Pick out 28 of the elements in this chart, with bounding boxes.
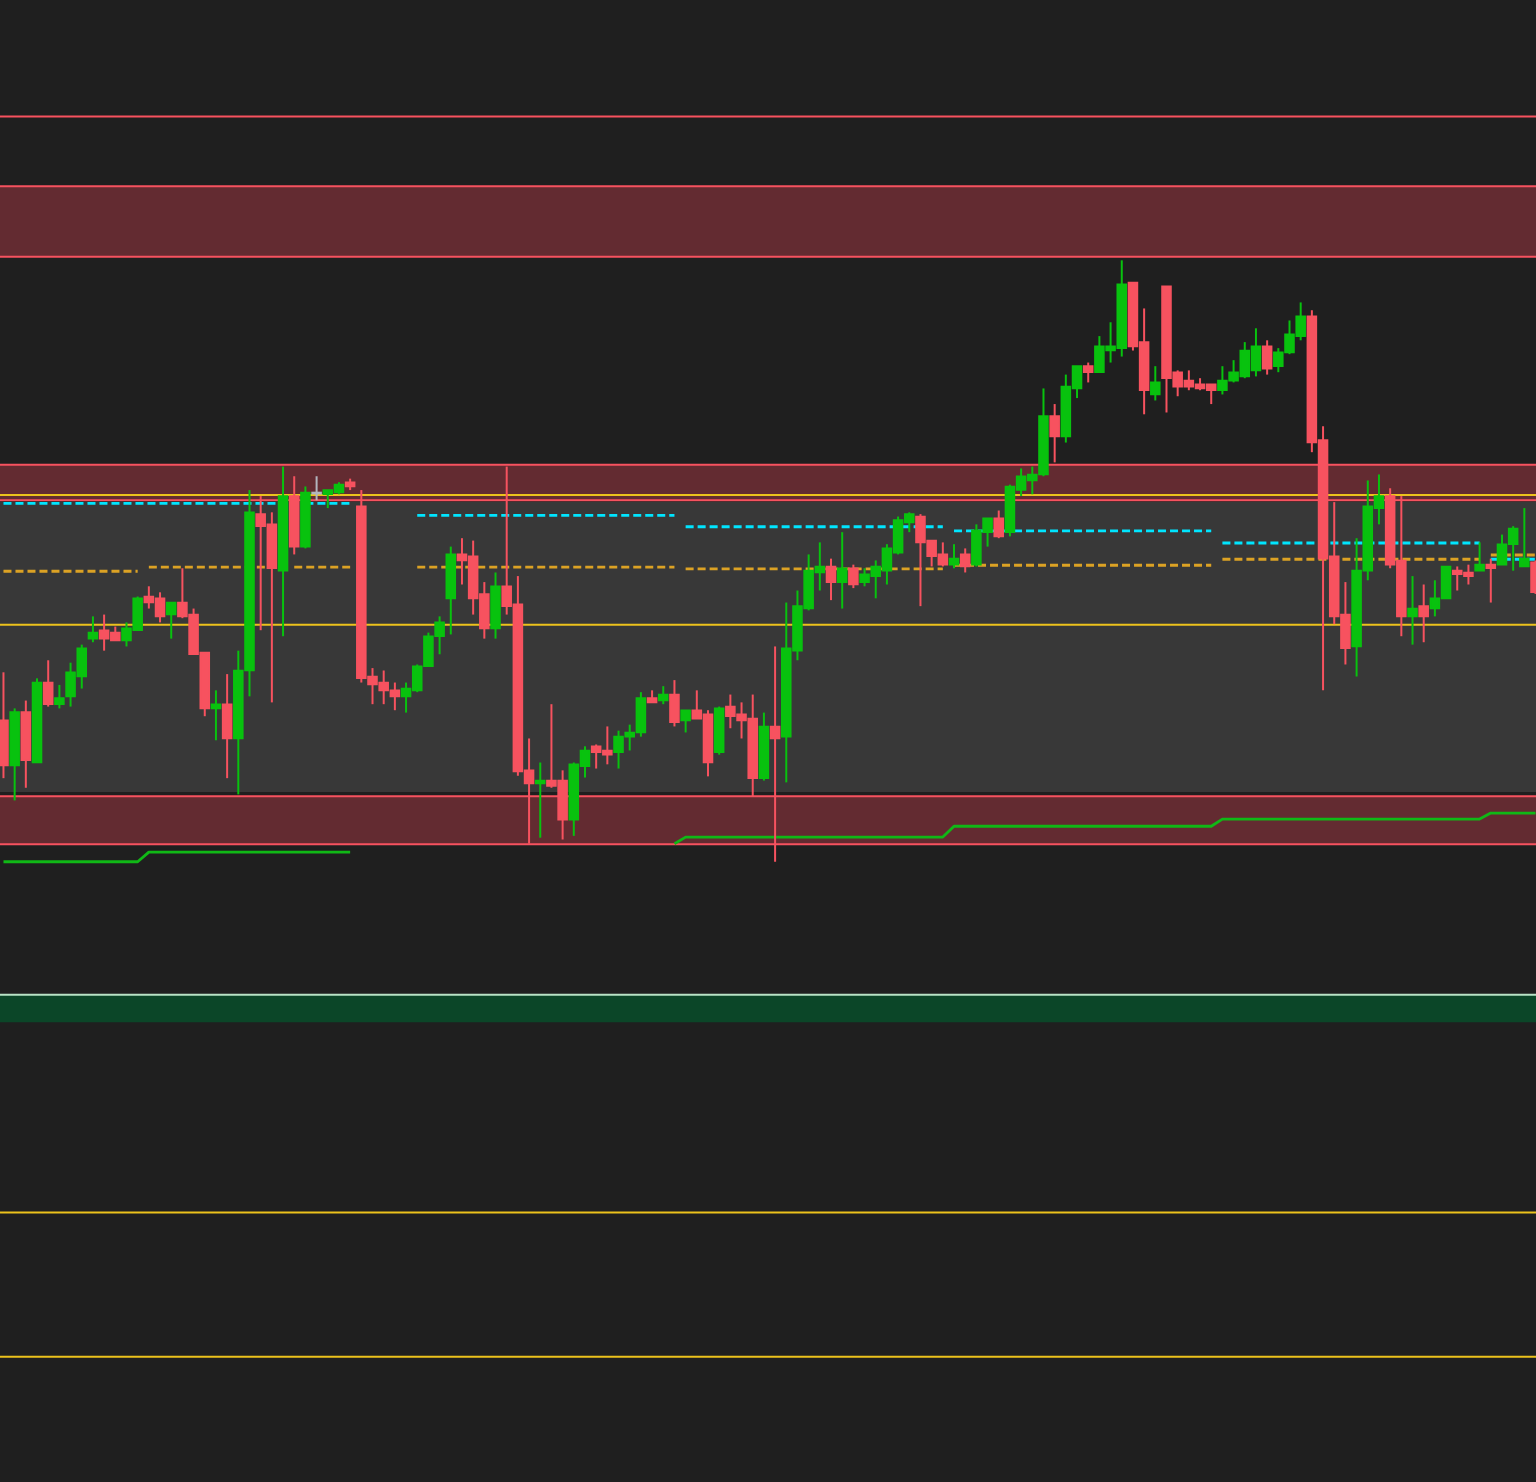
candlestick bbox=[42, 659, 54, 708]
candlestick bbox=[1519, 507, 1530, 568]
candlestick bbox=[993, 509, 1005, 540]
candlestick bbox=[1150, 365, 1161, 402]
candlestick bbox=[825, 557, 837, 602]
candlestick bbox=[1082, 361, 1094, 384]
candlestick bbox=[1474, 541, 1485, 572]
candlestick bbox=[959, 547, 971, 574]
candlestick bbox=[836, 531, 848, 610]
candlestick bbox=[165, 601, 177, 640]
candlestick bbox=[680, 709, 691, 734]
candlestick bbox=[1407, 575, 1418, 646]
candlestick bbox=[948, 543, 960, 570]
candlestick bbox=[657, 685, 669, 706]
candlestick bbox=[221, 673, 233, 780]
candlestick bbox=[87, 615, 99, 644]
candlestick bbox=[1485, 557, 1497, 604]
candlestick bbox=[848, 563, 859, 590]
candlestick bbox=[54, 683, 65, 710]
candlestick bbox=[1261, 339, 1273, 376]
candlestick bbox=[669, 679, 680, 728]
candlestick bbox=[445, 545, 457, 636]
candlestick bbox=[0, 671, 9, 780]
candlestick bbox=[534, 761, 546, 839]
candlestick bbox=[490, 571, 501, 640]
candlestick bbox=[210, 689, 222, 742]
candlestick bbox=[1418, 583, 1429, 644]
candlestick bbox=[713, 705, 725, 756]
